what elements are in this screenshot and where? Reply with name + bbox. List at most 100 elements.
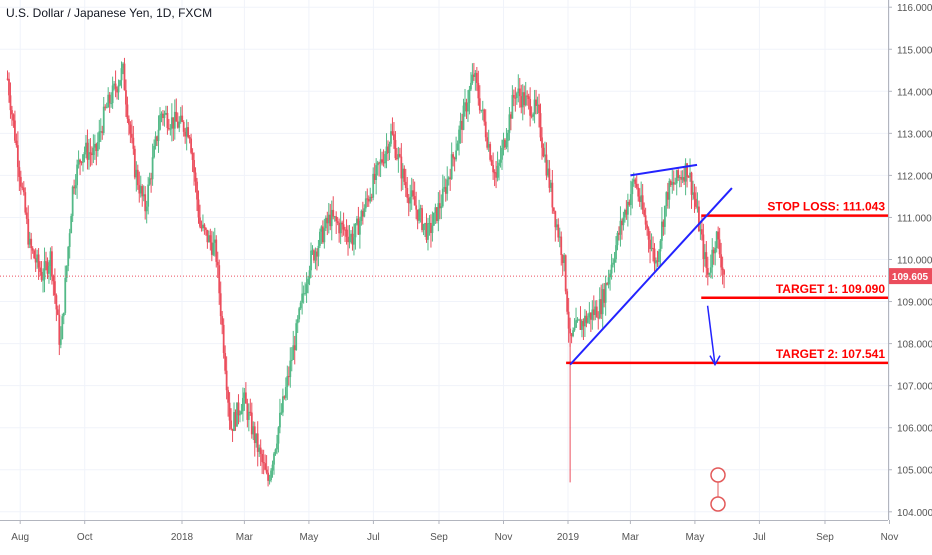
candle-body bbox=[591, 309, 594, 320]
candle-body bbox=[219, 293, 222, 317]
candle-body bbox=[379, 159, 382, 164]
candle-body bbox=[216, 261, 219, 266]
candle-body bbox=[117, 85, 120, 93]
candle-body bbox=[563, 255, 566, 264]
candle-body bbox=[683, 177, 686, 182]
candle-body bbox=[301, 293, 304, 303]
candle-body bbox=[85, 142, 87, 153]
x-tick-label: Nov bbox=[495, 532, 513, 543]
candle-body bbox=[144, 194, 147, 212]
last-price-badge bbox=[889, 268, 932, 285]
candle-body bbox=[613, 259, 616, 263]
candle-body bbox=[184, 131, 187, 137]
candle-body bbox=[631, 181, 634, 195]
candle-body bbox=[489, 144, 492, 160]
candle-body bbox=[193, 160, 195, 173]
candle-body bbox=[369, 196, 372, 202]
candle-body bbox=[690, 172, 693, 195]
candle-body bbox=[419, 208, 422, 210]
candle-body bbox=[252, 426, 255, 435]
candle-body bbox=[693, 192, 696, 199]
candle-body bbox=[135, 169, 138, 178]
candle-body bbox=[569, 328, 572, 334]
candle-body bbox=[653, 248, 656, 264]
candle-body bbox=[27, 218, 30, 245]
x-tick-label: Mar bbox=[236, 532, 254, 543]
candle-body bbox=[498, 162, 500, 166]
candle-body bbox=[597, 317, 600, 319]
candle-body bbox=[231, 428, 234, 431]
candle-body bbox=[549, 182, 552, 188]
y-tick-label: 111.000 bbox=[897, 213, 932, 224]
candle-body bbox=[644, 215, 647, 225]
candle-body bbox=[535, 99, 537, 106]
candle-body bbox=[212, 242, 215, 255]
y-tick-label: 108.000 bbox=[897, 340, 932, 351]
candle-body bbox=[441, 188, 444, 207]
candle-body bbox=[416, 209, 419, 221]
level-label: STOP LOSS: 111.043 bbox=[767, 200, 885, 214]
candle-body bbox=[397, 154, 400, 159]
candle-body bbox=[678, 177, 681, 179]
candle-body bbox=[98, 131, 101, 143]
candle-body bbox=[387, 146, 389, 154]
candle-body bbox=[39, 267, 41, 272]
candle-body bbox=[663, 206, 666, 227]
candle-body bbox=[450, 154, 453, 179]
candle-body bbox=[104, 106, 107, 108]
candle-body bbox=[526, 95, 529, 97]
candle-body bbox=[495, 172, 497, 178]
candle-body bbox=[9, 95, 12, 111]
x-tick-label: Jul bbox=[367, 532, 380, 543]
candle-body bbox=[661, 221, 663, 241]
candle-body bbox=[102, 106, 105, 133]
candle-body bbox=[207, 235, 210, 243]
candle-body bbox=[400, 156, 403, 179]
candle-body bbox=[398, 154, 401, 157]
candle-body bbox=[490, 159, 493, 166]
candle-body bbox=[635, 183, 638, 188]
candle-body bbox=[246, 403, 249, 420]
candle-body bbox=[64, 277, 67, 313]
candle-body bbox=[674, 183, 677, 185]
candle-body bbox=[378, 162, 381, 164]
candle-body bbox=[401, 168, 404, 179]
candle-body bbox=[692, 192, 694, 195]
candle-body bbox=[234, 412, 237, 427]
candle-body bbox=[125, 90, 127, 105]
candle-body bbox=[286, 376, 289, 388]
candle-body bbox=[655, 260, 657, 264]
candle-body bbox=[133, 148, 136, 178]
candle-body bbox=[114, 83, 117, 89]
x-tick-label: Oct bbox=[77, 532, 93, 543]
candle-body bbox=[600, 299, 603, 315]
candle-body bbox=[280, 412, 283, 414]
candle-body bbox=[178, 121, 181, 128]
candle-body bbox=[477, 82, 480, 99]
candle-body bbox=[296, 319, 299, 324]
candle-body bbox=[185, 127, 188, 137]
candle-body bbox=[589, 312, 592, 320]
candle-body bbox=[551, 182, 554, 208]
candle-body bbox=[718, 239, 721, 255]
candle-body bbox=[444, 187, 447, 194]
candle-body bbox=[46, 262, 49, 274]
candle-body bbox=[218, 265, 221, 294]
candle-body bbox=[433, 212, 435, 226]
candle-body bbox=[230, 420, 232, 429]
candle-body bbox=[422, 223, 425, 231]
candle-body bbox=[34, 258, 37, 263]
x-tick-label: Aug bbox=[11, 532, 29, 543]
candle-body bbox=[243, 392, 246, 398]
candle-body bbox=[538, 104, 540, 114]
candle-body bbox=[283, 396, 286, 398]
candle-body bbox=[305, 284, 308, 294]
candle-body bbox=[225, 370, 228, 391]
candle-body bbox=[273, 453, 275, 465]
candle-body bbox=[659, 240, 662, 252]
candle-body bbox=[544, 154, 546, 157]
candle-body bbox=[36, 254, 39, 263]
candle-body bbox=[307, 278, 309, 285]
candle-body bbox=[486, 137, 489, 148]
